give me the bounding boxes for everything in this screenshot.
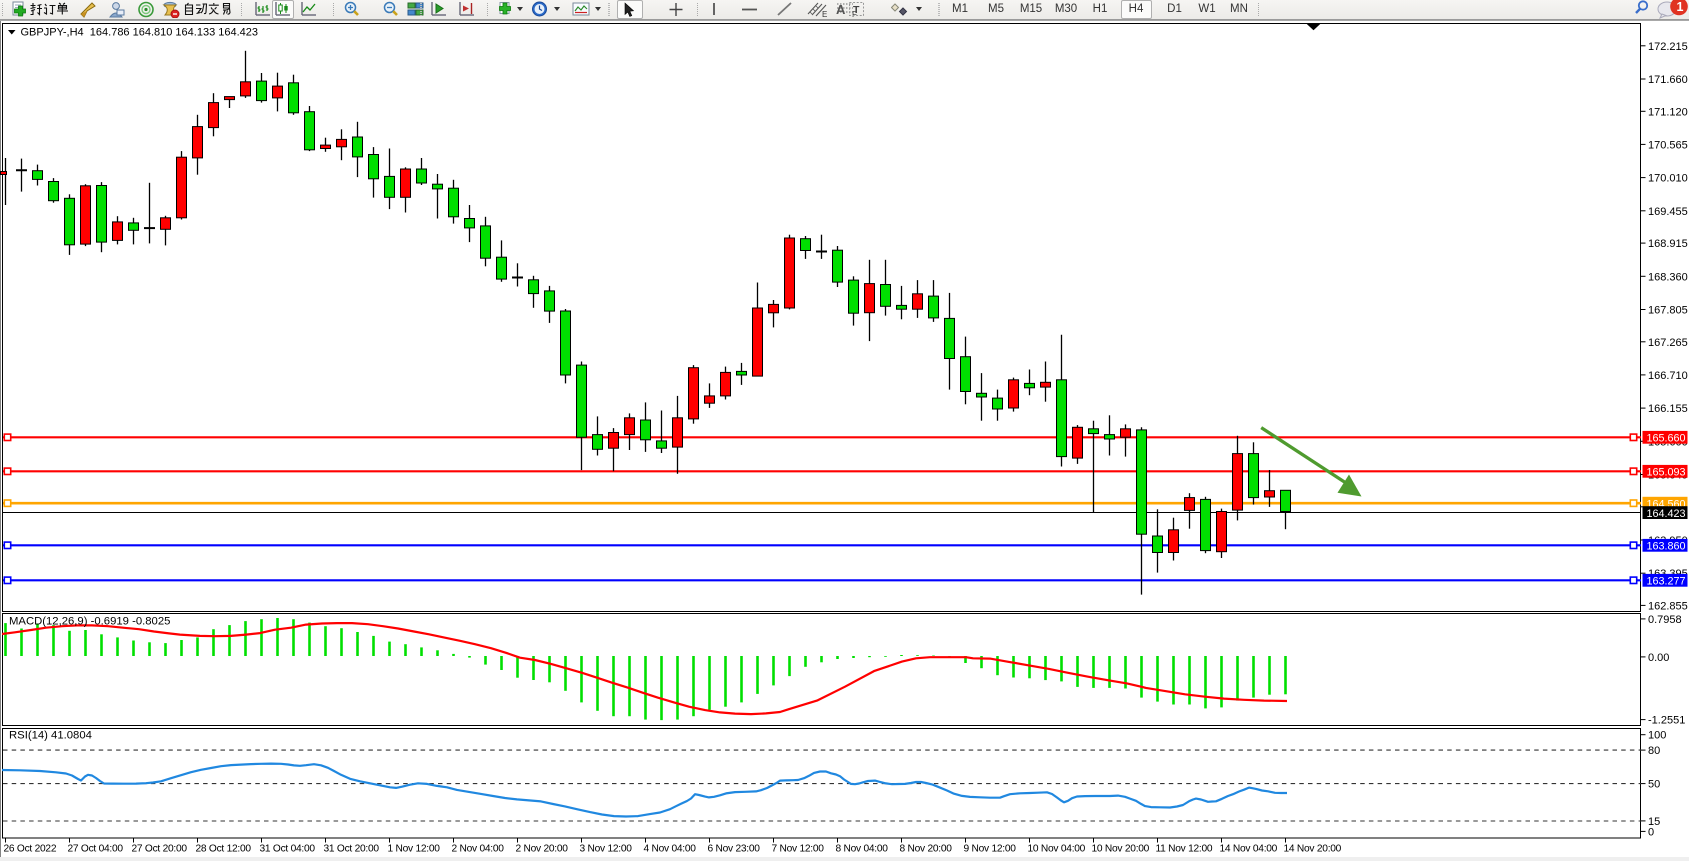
svg-text:163.277: 163.277 [1647,576,1686,588]
svg-text:-1.2551: -1.2551 [1648,715,1685,727]
svg-text:9 Nov 12:00: 9 Nov 12:00 [964,844,1017,855]
svg-text:8 Nov 04:00: 8 Nov 04:00 [836,844,889,855]
svg-text:RSI(14) 41.0804: RSI(14) 41.0804 [9,730,92,742]
svg-text:165.660: 165.660 [1647,433,1686,445]
svg-text:166.710: 166.710 [1648,370,1688,382]
svg-text:3 Nov 12:00: 3 Nov 12:00 [580,844,633,855]
svg-text:50: 50 [1648,779,1660,791]
svg-text:171.120: 171.120 [1648,106,1688,118]
svg-text:163.860: 163.860 [1647,541,1686,553]
svg-text:166.155: 166.155 [1648,403,1688,415]
svg-text:162.855: 162.855 [1648,600,1688,612]
svg-text:80: 80 [1648,745,1660,757]
svg-text:31 Oct 20:00: 31 Oct 20:00 [324,844,380,855]
svg-text:28 Oct 12:00: 28 Oct 12:00 [196,844,252,855]
svg-text:31 Oct 04:00: 31 Oct 04:00 [260,844,316,855]
svg-text:170.565: 170.565 [1648,139,1688,151]
svg-text:167.805: 167.805 [1648,305,1688,317]
svg-text:169.455: 169.455 [1648,206,1688,218]
svg-text:F: F [852,10,857,19]
svg-text:172.215: 172.215 [1648,41,1688,53]
svg-text:6 Nov 23:00: 6 Nov 23:00 [708,844,761,855]
svg-text:165.093: 165.093 [1647,467,1686,479]
svg-text:167.265: 167.265 [1648,337,1688,349]
svg-text:4 Nov 04:00: 4 Nov 04:00 [644,844,697,855]
svg-text:27 Oct 04:00: 27 Oct 04:00 [68,844,124,855]
svg-text:10 Nov 04:00: 10 Nov 04:00 [1028,844,1086,855]
svg-text:MACD(12,26,9) -0.6919 -0.8025: MACD(12,26,9) -0.6919 -0.8025 [9,616,170,628]
svg-text:7 Nov 12:00: 7 Nov 12:00 [772,844,825,855]
svg-text:27 Oct 20:00: 27 Oct 20:00 [132,844,188,855]
svg-text:168.915: 168.915 [1648,238,1688,250]
svg-text:171.660: 171.660 [1648,74,1688,86]
svg-text:1: 1 [1677,0,1684,14]
svg-text:26 Oct 2022: 26 Oct 2022 [4,844,57,855]
svg-text:0.00: 0.00 [1648,652,1669,664]
svg-text:14 Nov 20:00: 14 Nov 20:00 [1284,844,1342,855]
svg-text:0: 0 [1648,826,1654,838]
svg-text:1 Nov 12:00: 1 Nov 12:00 [388,844,441,855]
svg-text:15: 15 [1648,816,1660,828]
svg-text:100: 100 [1648,730,1666,742]
svg-text:170.010: 170.010 [1648,173,1688,185]
svg-text:GBPJPY-,H4 164.786 164.810 16: GBPJPY-,H4 164.786 164.810 164.133 164.4… [21,27,259,39]
svg-text:2 Nov 04:00: 2 Nov 04:00 [452,844,505,855]
svg-text:168.360: 168.360 [1648,271,1688,283]
svg-text:164.423: 164.423 [1647,508,1686,520]
svg-text:E: E [822,10,827,19]
svg-text:T: T [853,4,860,16]
svg-text:2 Nov 20:00: 2 Nov 20:00 [516,844,569,855]
svg-text:14 Nov 04:00: 14 Nov 04:00 [1220,844,1278,855]
svg-text:0.7958: 0.7958 [1648,614,1682,626]
svg-text:8 Nov 20:00: 8 Nov 20:00 [900,844,953,855]
svg-text:11 Nov 12:00: 11 Nov 12:00 [1156,844,1213,855]
svg-text:10 Nov 20:00: 10 Nov 20:00 [1092,844,1150,855]
